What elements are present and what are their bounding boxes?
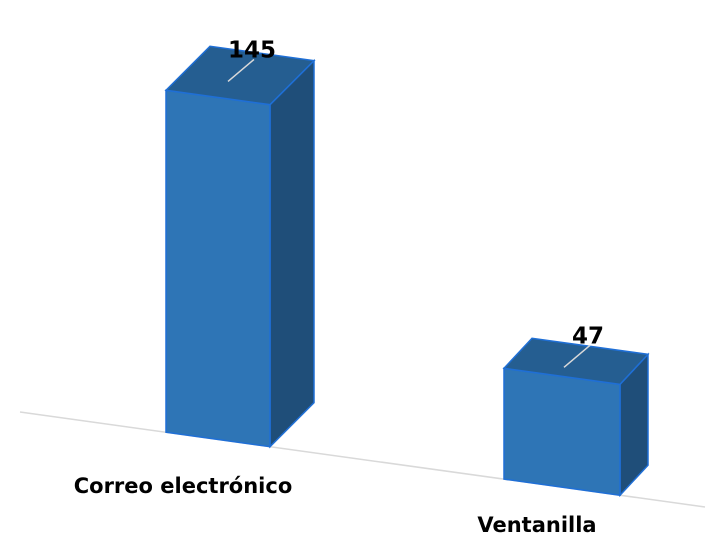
category-label: Ventanilla bbox=[477, 513, 596, 535]
data-label-leader bbox=[563, 344, 591, 368]
data-label-value: 145 bbox=[228, 37, 276, 63]
bar-0 bbox=[164, 45, 316, 449]
data-label-leader bbox=[227, 58, 255, 83]
bar-1 bbox=[502, 337, 650, 498]
bar-front-face bbox=[165, 89, 271, 448]
bar-top-face bbox=[164, 45, 316, 106]
category-label: Correo electrónico bbox=[74, 474, 293, 498]
bar-side-face bbox=[269, 58, 315, 449]
bar-front-face bbox=[503, 367, 621, 497]
data-label-value: 47 bbox=[572, 323, 604, 349]
bar-top-face bbox=[502, 337, 650, 386]
